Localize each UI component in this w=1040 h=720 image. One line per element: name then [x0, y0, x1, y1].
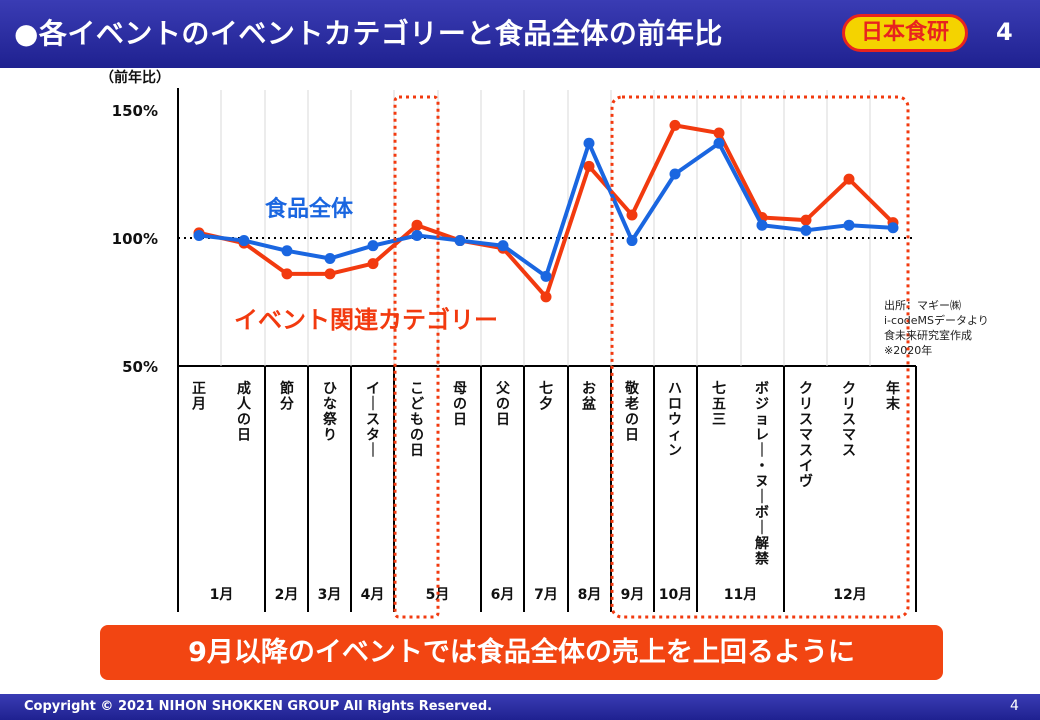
- y-tick-label: 150%: [112, 102, 158, 120]
- category-label: イ｜スタ｜: [366, 381, 380, 459]
- data-point: [281, 268, 293, 280]
- highlight-box-kodomo: [393, 95, 440, 619]
- month-label: 7月: [534, 587, 558, 603]
- data-point: [669, 168, 681, 180]
- category-label: お盆: [581, 381, 597, 413]
- copyright-text: Copyright © 2021 NIHON SHOKKEN GROUP All…: [24, 699, 493, 714]
- category-label: こどもの日: [410, 381, 424, 459]
- company-logo: 日本食研: [842, 14, 968, 52]
- month-label: 9月: [621, 587, 645, 603]
- category-label: ボジョレ｜・ヌ｜ボ｜解禁: [755, 381, 769, 568]
- category-label: ひな祭り: [322, 381, 338, 444]
- data-point: [756, 219, 768, 231]
- data-point: [887, 222, 899, 234]
- data-point: [497, 240, 509, 252]
- month-label: 2月: [275, 587, 299, 603]
- footer-bar: Copyright © 2021 NIHON SHOKKEN GROUP All…: [0, 694, 1040, 720]
- series-label: 食品全体: [265, 196, 354, 222]
- category-label: 成人の日: [237, 380, 252, 444]
- source-line: 食未来研究室作成: [884, 329, 972, 342]
- data-point: [367, 258, 379, 270]
- data-point: [843, 219, 855, 231]
- data-point: [193, 229, 205, 241]
- data-point: [669, 119, 681, 131]
- year-over-year-line-chart: （前年比） 150% 100% 50% 正月 成人の日 節分 ひな祭り イ｜スタ｜ こどもの日 母の…: [100, 69, 917, 619]
- category-label: クリスマス: [842, 381, 856, 459]
- y-tick-label: 50%: [122, 358, 158, 376]
- y-axis-title: （前年比）: [100, 69, 170, 86]
- highlight-box-sep-dec: [610, 95, 910, 619]
- month-label: 12月: [833, 587, 866, 603]
- data-point: [626, 209, 638, 221]
- data-point: [411, 229, 423, 241]
- month-label: 11月: [724, 587, 757, 603]
- category-label: 父の日: [495, 381, 511, 428]
- source-line: ※2020年: [884, 344, 933, 357]
- data-point: [324, 252, 336, 264]
- category-label: クリスマスイヴ: [799, 381, 813, 490]
- month-label: 1月: [210, 587, 234, 603]
- data-point: [454, 235, 466, 247]
- source-line: 出所：マギー㈱: [884, 299, 961, 312]
- data-point: [713, 137, 725, 149]
- month-label: 10月: [659, 587, 692, 603]
- data-point: [626, 235, 638, 247]
- data-point: [583, 137, 595, 149]
- month-label: 4月: [361, 587, 385, 603]
- category-label: 七五三: [712, 381, 726, 428]
- data-point: [367, 240, 379, 252]
- category-label: 敬老の日: [624, 380, 640, 444]
- header-page-number: 4: [996, 18, 1013, 46]
- data-point: [800, 224, 812, 236]
- month-label: 6月: [491, 587, 515, 603]
- data-point: [281, 245, 293, 257]
- source-note: 出所：マギー㈱ i-codeMSデータより 食未来研究室作成 ※2020年: [884, 298, 989, 358]
- data-point: [238, 235, 250, 247]
- footer-page-number: 4: [1010, 698, 1019, 714]
- category-label: 節分: [280, 380, 294, 413]
- data-point: [583, 160, 595, 172]
- conclusion-banner: 9月以降のイベントでは食品全体の売上を上回るように: [100, 625, 943, 680]
- data-point: [713, 127, 725, 139]
- series-label: イベント関連カテゴリー: [234, 306, 498, 334]
- month-label: 5月: [426, 587, 450, 603]
- data-point: [540, 270, 552, 282]
- data-point: [843, 173, 855, 185]
- data-point: [540, 291, 552, 303]
- category-label: 正月: [191, 381, 206, 413]
- y-tick-label: 100%: [112, 230, 158, 248]
- category-label: 七夕: [539, 381, 553, 413]
- category-label: 年末: [886, 380, 901, 413]
- month-label: 8月: [578, 587, 602, 603]
- data-point: [800, 214, 812, 226]
- slide-title: ●各イベントのイベントカテゴリーと食品全体の前年比: [14, 17, 723, 50]
- data-point: [411, 219, 423, 231]
- source-line: i-codeMSデータより: [884, 314, 989, 327]
- header-bar: ●各イベントのイベントカテゴリーと食品全体の前年比 日本食研 4: [0, 0, 1040, 68]
- category-label: ハロウィン: [668, 381, 682, 459]
- data-point: [324, 268, 336, 280]
- month-label: 3月: [318, 587, 342, 603]
- category-label: 母の日: [453, 381, 467, 428]
